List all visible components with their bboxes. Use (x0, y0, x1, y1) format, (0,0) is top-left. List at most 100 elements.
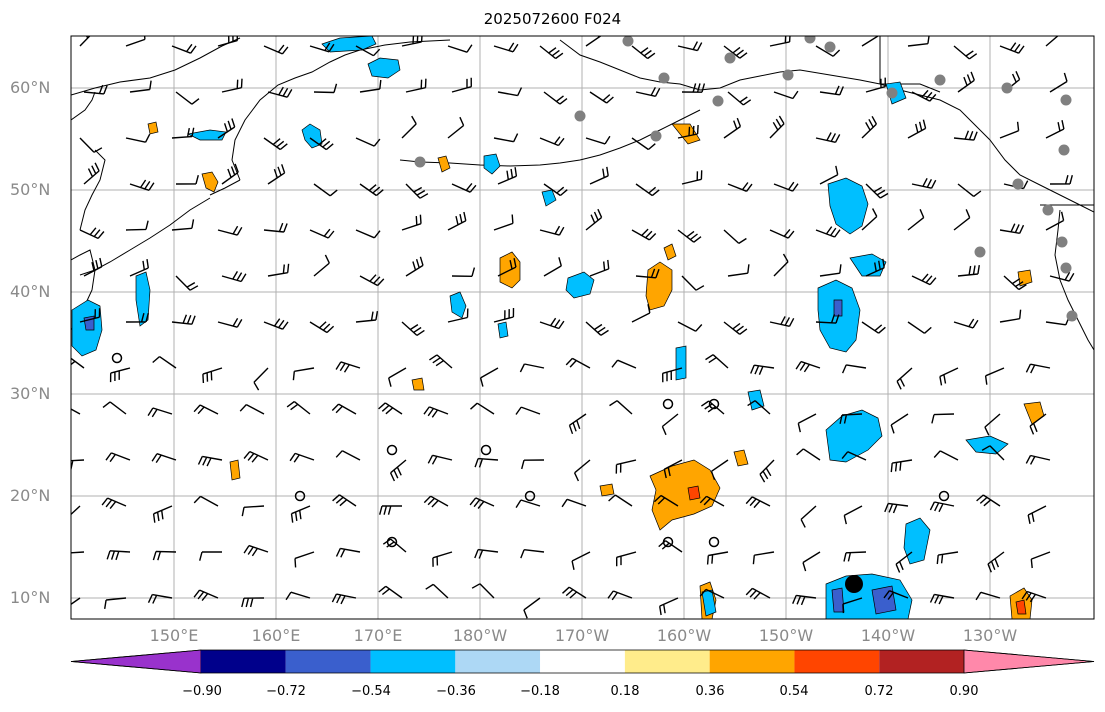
wind-barb (911, 273, 937, 286)
wind-barb (355, 45, 381, 57)
colorbar-label: −0.18 (520, 684, 560, 699)
wind-barb (795, 360, 821, 373)
wind-barb (359, 274, 385, 287)
wind-barb (677, 229, 702, 243)
wind-barb (631, 137, 656, 151)
wind-barb (929, 593, 955, 605)
wind-barb (221, 271, 247, 283)
wind-barb (1045, 316, 1070, 326)
wind-barb (106, 550, 131, 561)
wind-barb (470, 402, 495, 415)
wind-barb (125, 220, 149, 231)
wind-barb (309, 137, 334, 151)
wind-barb (981, 445, 1005, 461)
wind-barb (710, 459, 729, 481)
wind-barb (662, 367, 683, 383)
wind-barb (752, 551, 775, 565)
wind-barb (313, 183, 338, 197)
wind-barb (957, 183, 982, 197)
wind-barb (151, 453, 177, 463)
colorbar-segment (540, 650, 625, 673)
wind-barb (727, 182, 753, 192)
wind-barb (539, 45, 564, 60)
wind-barb (884, 502, 909, 514)
wind-barb (125, 313, 149, 323)
wind-barb (217, 317, 243, 328)
wind-barb (83, 257, 103, 277)
wind-barb (843, 505, 863, 525)
colorbar-outline (70, 649, 1095, 674)
wind-barb (573, 459, 591, 482)
wind-barb (101, 497, 127, 510)
colorbar (70, 649, 1095, 674)
wind-barb (663, 459, 683, 479)
wind-barb (243, 450, 269, 463)
wind-barb (493, 307, 515, 323)
lon-tick-label: 150°E (149, 626, 199, 645)
wind-barb (773, 90, 799, 100)
wind-barb (631, 228, 657, 241)
wind-barb (432, 551, 453, 567)
wind-barb (936, 551, 959, 565)
wind-barb (199, 551, 222, 561)
wind-barb (125, 36, 146, 47)
wind-barb (193, 495, 219, 507)
wind-barb (1045, 120, 1065, 139)
wind-barb (773, 181, 799, 192)
wind-barb (907, 321, 932, 334)
wind-barb (769, 115, 785, 139)
map-frame (70, 35, 1095, 620)
wind-barb (911, 177, 937, 189)
wind-barb (285, 591, 311, 601)
wind-barb (861, 321, 886, 334)
colorbar-label: −0.36 (436, 684, 476, 699)
wind-barb (677, 321, 703, 332)
colorbar-segment (201, 650, 286, 673)
wind-barb (865, 258, 885, 277)
wind-barb (1049, 72, 1068, 93)
wind-barb (520, 549, 545, 559)
wind-barb (759, 459, 775, 483)
wind-barb (723, 321, 748, 335)
wind-barb (957, 71, 975, 93)
lat-tick-label: 60°N (10, 78, 51, 97)
wind-barb (193, 589, 219, 602)
wind-barb (152, 550, 177, 561)
wind-barb (129, 80, 152, 93)
wind-barb (957, 264, 980, 277)
wind-barb (105, 452, 131, 463)
wind-barb (800, 505, 817, 528)
wind-barb (125, 133, 151, 143)
wind-barb (401, 115, 417, 139)
wind-barb (611, 359, 637, 369)
wind-barb (263, 222, 288, 233)
colorbar-extend-low (70, 649, 202, 674)
wind-barb (217, 36, 238, 47)
wind-barb (769, 316, 795, 327)
wind-barb (631, 304, 651, 323)
wind-barb (389, 459, 407, 482)
wind-barb (175, 91, 200, 105)
wind-barb (797, 413, 817, 433)
wind-barb (999, 309, 1022, 323)
wind-barb (975, 591, 1001, 601)
wind-barb (727, 91, 752, 106)
wind-barb (677, 124, 699, 139)
colorbar-label: −0.72 (266, 684, 306, 699)
wind-barb (999, 42, 1025, 54)
wind-barb (953, 318, 979, 329)
colorbar-label: 0.54 (779, 684, 809, 699)
wind-barb (769, 228, 795, 239)
lon-tick-label: 130°W (962, 626, 1018, 645)
wind-barb (819, 264, 842, 277)
wind-barb (332, 494, 357, 507)
wind-barb (699, 495, 725, 507)
wind-barb (405, 256, 424, 277)
wind-barb (999, 121, 1020, 139)
wind-barb (515, 406, 541, 415)
wind-barb (653, 494, 679, 507)
wind-barb (515, 499, 541, 508)
wind-barb (861, 115, 878, 139)
wind-barb (1049, 175, 1073, 185)
colorbar-segment (455, 650, 541, 673)
